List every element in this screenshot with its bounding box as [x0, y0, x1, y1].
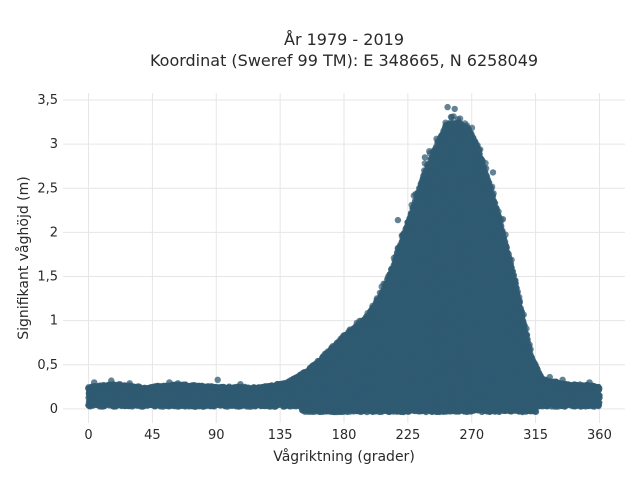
data-points	[85, 103, 603, 416]
chart-title-line2: Koordinat (Sweref 99 TM): E 348665, N 62…	[150, 51, 538, 70]
chart-title-line1: År 1979 - 2019	[284, 30, 404, 49]
